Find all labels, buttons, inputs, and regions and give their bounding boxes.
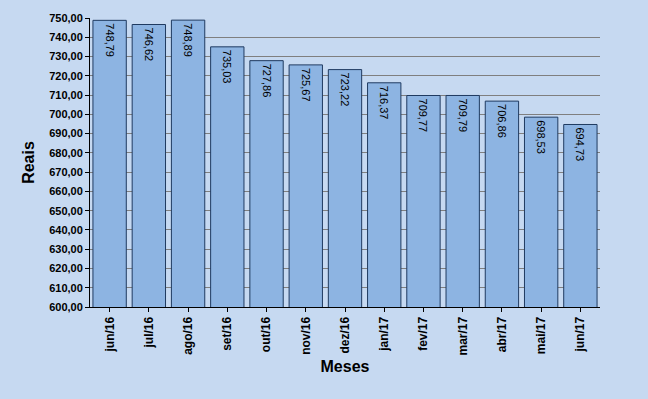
svg-text:dez/16: dez/16 [338, 316, 352, 353]
svg-text:700,00: 700,00 [49, 108, 83, 120]
svg-text:nov/16: nov/16 [299, 316, 313, 354]
svg-text:610,00: 610,00 [49, 282, 83, 294]
svg-text:740,00: 740,00 [49, 31, 83, 43]
svg-text:710,00: 710,00 [49, 89, 83, 101]
svg-text:620,00: 620,00 [49, 262, 83, 274]
svg-text:690,00: 690,00 [49, 127, 83, 139]
svg-text:jan/17: jan/17 [377, 316, 391, 351]
svg-text:730,00: 730,00 [49, 50, 83, 62]
svg-text:630,00: 630,00 [49, 243, 83, 255]
svg-text:600,00: 600,00 [49, 301, 83, 313]
svg-text:650,00: 650,00 [49, 205, 83, 217]
svg-text:ago/16: ago/16 [181, 316, 195, 354]
svg-text:709,79: 709,79 [457, 98, 469, 132]
svg-text:jun/16: jun/16 [103, 316, 117, 352]
svg-text:jul/16: jul/16 [142, 316, 156, 348]
svg-text:720,00: 720,00 [49, 70, 83, 82]
svg-text:mar/17: mar/17 [456, 316, 470, 355]
svg-text:706,86: 706,86 [496, 104, 508, 138]
svg-text:jun/17: jun/17 [573, 316, 587, 352]
svg-text:746,62: 746,62 [143, 28, 155, 62]
svg-text:750,00: 750,00 [49, 12, 83, 24]
svg-text:716,37: 716,37 [378, 86, 390, 120]
svg-text:725,67: 725,67 [300, 68, 312, 102]
svg-text:640,00: 640,00 [49, 224, 83, 236]
svg-text:out/16: out/16 [259, 316, 273, 352]
svg-text:670,00: 670,00 [49, 166, 83, 178]
svg-text:723,22: 723,22 [339, 73, 351, 107]
svg-text:660,00: 660,00 [49, 185, 83, 197]
svg-text:Meses: Meses [321, 358, 370, 375]
svg-text:set/16: set/16 [220, 316, 234, 350]
svg-text:694,73: 694,73 [574, 127, 586, 161]
svg-text:mai/17: mai/17 [534, 316, 548, 354]
svg-text:735,03: 735,03 [221, 50, 233, 84]
svg-text:fev/17: fev/17 [416, 316, 430, 350]
svg-text:abr/17: abr/17 [495, 316, 509, 352]
svg-text:727,86: 727,86 [261, 64, 273, 98]
svg-text:680,00: 680,00 [49, 147, 83, 159]
svg-text:709,77: 709,77 [417, 99, 429, 133]
svg-text:698,53: 698,53 [535, 120, 547, 154]
svg-text:748,79: 748,79 [104, 23, 116, 57]
svg-text:Reais: Reais [20, 141, 37, 184]
svg-text:748,89: 748,89 [182, 23, 194, 57]
